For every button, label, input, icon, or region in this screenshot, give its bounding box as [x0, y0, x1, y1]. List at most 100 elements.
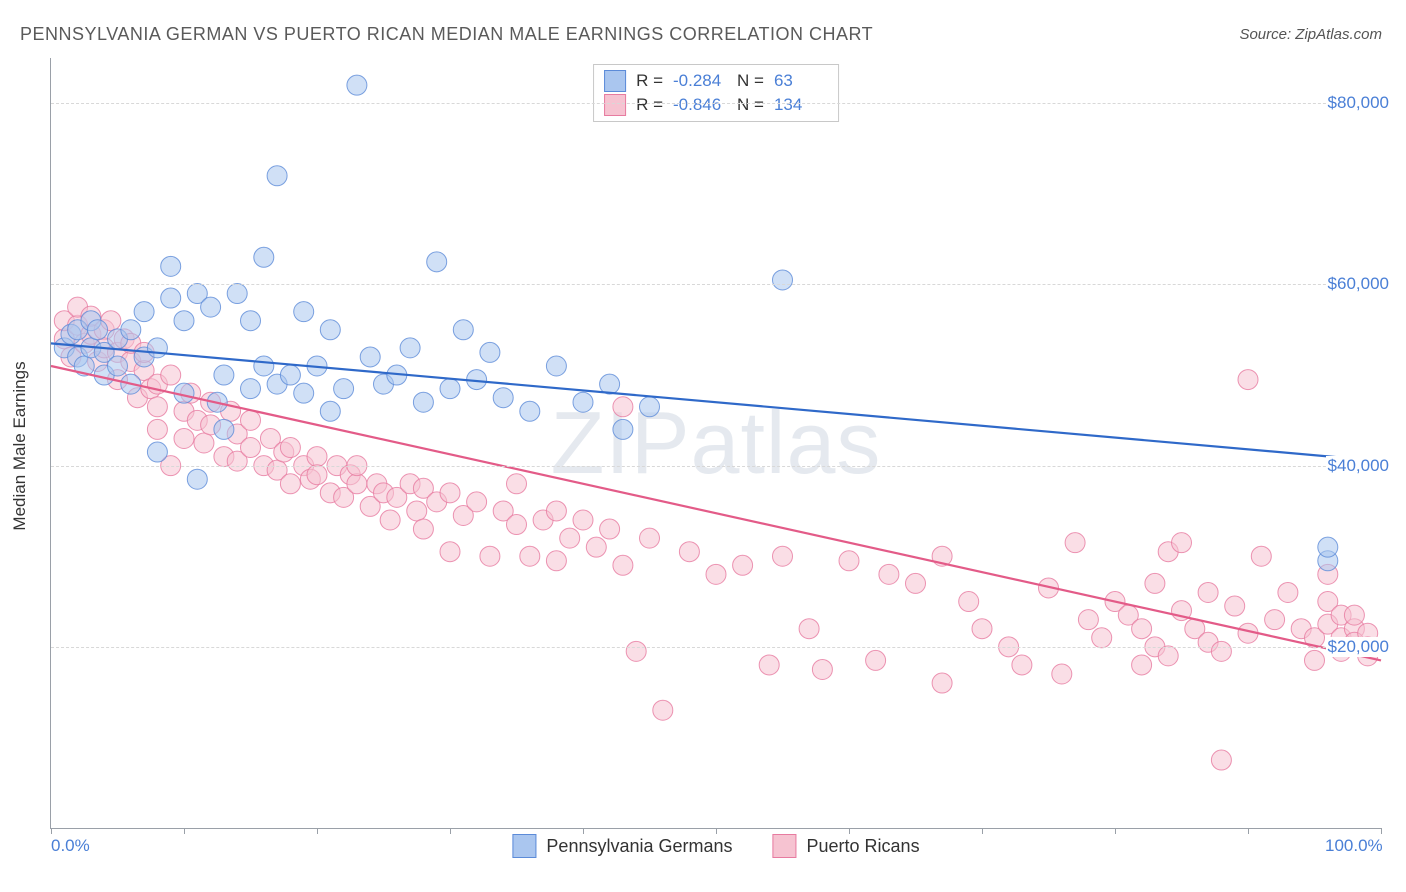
xtick-mark	[1248, 828, 1249, 834]
data-point	[334, 379, 354, 399]
data-point	[586, 537, 606, 557]
data-point	[161, 288, 181, 308]
data-point	[280, 438, 300, 458]
data-point	[267, 166, 287, 186]
ytick-label: $20,000	[1326, 637, 1391, 657]
gridline	[51, 284, 1381, 285]
data-point	[347, 75, 367, 95]
data-point	[1078, 610, 1098, 630]
data-point	[972, 619, 992, 639]
data-point	[1012, 655, 1032, 675]
data-point	[413, 392, 433, 412]
ytick-label: $40,000	[1326, 456, 1391, 476]
data-point	[440, 483, 460, 503]
data-point	[174, 311, 194, 331]
data-point	[799, 619, 819, 639]
data-point	[294, 302, 314, 322]
data-point	[201, 297, 221, 317]
data-point	[214, 419, 234, 439]
scatter-svg	[51, 58, 1381, 828]
data-point	[653, 700, 673, 720]
data-point	[280, 365, 300, 385]
data-point	[613, 397, 633, 417]
data-point	[520, 401, 540, 421]
data-point	[866, 650, 886, 670]
data-point	[773, 546, 793, 566]
data-point	[600, 519, 620, 539]
data-point	[134, 302, 154, 322]
gridline	[51, 647, 1381, 648]
data-point	[161, 365, 181, 385]
ytick-label: $80,000	[1326, 93, 1391, 113]
data-point	[1172, 533, 1192, 553]
ytick-label: $60,000	[1326, 274, 1391, 294]
data-point	[88, 320, 108, 340]
data-point	[839, 551, 859, 571]
data-point	[227, 284, 247, 304]
data-point	[194, 433, 214, 453]
data-point	[520, 546, 540, 566]
xtick-mark	[317, 828, 318, 834]
data-point	[812, 659, 832, 679]
data-point	[320, 401, 340, 421]
data-point	[1211, 750, 1231, 770]
data-point	[307, 465, 327, 485]
data-point	[214, 365, 234, 385]
data-point	[679, 542, 699, 562]
data-point	[453, 320, 473, 340]
data-point	[1344, 605, 1364, 625]
xtick-mark	[184, 828, 185, 834]
legend-label-a: Pennsylvania Germans	[546, 836, 732, 857]
data-point	[480, 342, 500, 362]
data-point	[1238, 370, 1258, 390]
data-point	[706, 564, 726, 584]
data-point	[380, 510, 400, 530]
y-axis-label: Median Male Earnings	[10, 361, 30, 530]
data-point	[613, 419, 633, 439]
data-point	[187, 469, 207, 489]
data-point	[440, 379, 460, 399]
data-point	[254, 356, 274, 376]
data-point	[1065, 533, 1085, 553]
data-point	[906, 573, 926, 593]
legend-item-b: Puerto Ricans	[773, 834, 920, 858]
data-point	[1225, 596, 1245, 616]
data-point	[1145, 573, 1165, 593]
data-point	[480, 546, 500, 566]
data-point	[280, 474, 300, 494]
data-point	[759, 655, 779, 675]
data-point	[1265, 610, 1285, 630]
data-point	[1251, 546, 1271, 566]
data-point	[413, 519, 433, 539]
data-point	[1305, 650, 1325, 670]
data-point	[147, 419, 167, 439]
data-point	[254, 247, 274, 267]
data-point	[1318, 537, 1338, 557]
data-point	[400, 338, 420, 358]
data-point	[733, 555, 753, 575]
swatch-b-bottom	[773, 834, 797, 858]
series-legend: Pennsylvania Germans Puerto Ricans	[512, 834, 919, 858]
gridline	[51, 103, 1381, 104]
xtick-label: 100.0%	[1325, 836, 1383, 856]
xtick-mark	[982, 828, 983, 834]
data-point	[320, 320, 340, 340]
trend-line	[51, 366, 1381, 660]
data-point	[294, 383, 314, 403]
data-point	[147, 338, 167, 358]
data-point	[407, 501, 427, 521]
gridline	[51, 466, 1381, 467]
plot-area: ZIPatlas R = -0.284 N = 63 R = -0.846 N …	[50, 58, 1381, 829]
data-point	[1211, 641, 1231, 661]
data-point	[546, 501, 566, 521]
data-point	[1132, 655, 1152, 675]
data-point	[1158, 646, 1178, 666]
data-point	[161, 256, 181, 276]
data-point	[507, 474, 527, 494]
data-point	[507, 515, 527, 535]
chart-title: PENNSYLVANIA GERMAN VS PUERTO RICAN MEDI…	[20, 24, 873, 45]
data-point	[959, 592, 979, 612]
data-point	[241, 410, 261, 430]
data-point	[347, 474, 367, 494]
xtick-mark	[1381, 828, 1382, 834]
